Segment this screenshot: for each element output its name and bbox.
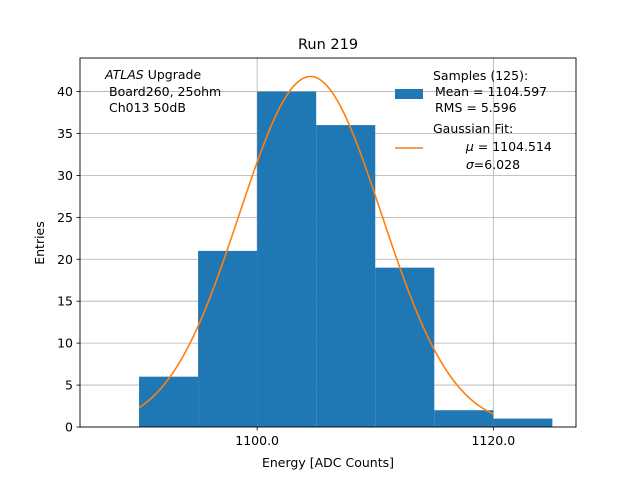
histogram-bar <box>198 250 258 427</box>
y-tick-label: 40 <box>57 84 73 99</box>
gaussian-fit-curve <box>138 75 494 415</box>
legend-samples-rms: RMS = 5.596 <box>435 100 517 115</box>
histogram-bars <box>139 91 553 427</box>
histogram-bar <box>493 418 553 427</box>
y-tick-label: 15 <box>57 294 73 309</box>
upgrade-label: Upgrade <box>144 67 202 82</box>
legend-samples-mean: Mean = 1104.597 <box>435 84 547 99</box>
y-tick-label: 35 <box>57 126 73 141</box>
legend-fit-mu-symbol: μ <box>465 139 474 154</box>
y-tick-label: 30 <box>57 168 73 183</box>
svg-text:μ = 1104.514: μ = 1104.514 <box>438 139 572 154</box>
y-tick-label: 20 <box>57 252 73 267</box>
plot-frame <box>79 57 577 428</box>
atlas-label: ATLAS <box>104 67 144 82</box>
legend-fit-sigma-symbol: σ <box>466 157 475 172</box>
svg-text:σ=6.028: σ=6.028 <box>438 157 540 172</box>
annotation-box: ATLAS Upgrade Board260, 25ohm Ch013 50dB <box>104 67 221 115</box>
legend-histogram-swatch <box>395 89 423 99</box>
histogram-bar <box>434 410 494 427</box>
legend: Samples (125): Mean = 1104.597 RMS = 5.5… <box>395 68 572 172</box>
channel-label: Ch013 50dB <box>109 100 186 115</box>
board-label: Board260, 25ohm <box>109 84 221 99</box>
gaussian-fit-layer <box>138 75 494 415</box>
y-tick-label: 25 <box>57 210 73 225</box>
x-axis-label: Energy [ADC Counts] <box>262 455 394 470</box>
axis-ticks: 0 5 10 15 20 25 30 35 40 1100.0 1120.0 <box>57 84 515 448</box>
x-tick-label: 1120.0 <box>471 433 515 448</box>
legend-samples-title: Samples (125): <box>433 68 528 83</box>
legend-fit-title: Gaussian Fit: <box>433 121 513 136</box>
x-tick-label: 1100.0 <box>235 433 279 448</box>
histogram-bar <box>316 125 376 427</box>
histogram-bar <box>375 267 435 427</box>
y-tick-label: 0 <box>65 420 73 435</box>
histogram-bar <box>139 376 199 427</box>
histogram-bar <box>257 91 317 427</box>
legend-fit-mu-value: = 1104.514 <box>474 139 552 154</box>
legend-fit-sigma-value: =6.028 <box>474 157 520 172</box>
svg-text:ATLAS Upgrade: ATLAS Upgrade <box>104 67 201 82</box>
chart-title: Run 219 <box>298 37 358 53</box>
y-tick-label: 5 <box>65 378 73 393</box>
y-axis-label: Entries <box>32 221 47 265</box>
y-tick-label: 10 <box>57 336 73 351</box>
